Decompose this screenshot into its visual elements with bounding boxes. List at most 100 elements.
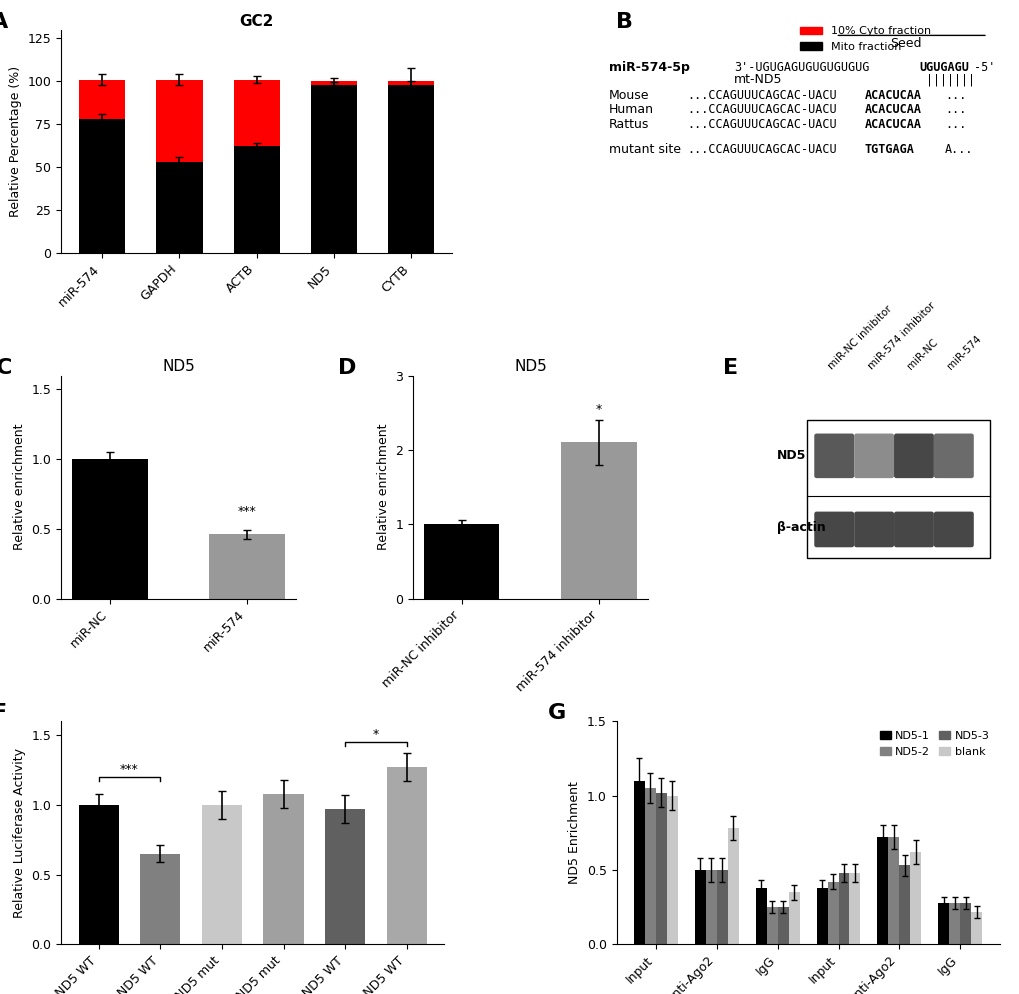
Text: B: B bbox=[615, 12, 633, 32]
Title: ND5: ND5 bbox=[514, 360, 546, 375]
Bar bbox=[888, 837, 899, 944]
Bar bbox=[776, 908, 788, 944]
Text: *: * bbox=[595, 404, 602, 416]
Text: mt-ND5: mt-ND5 bbox=[733, 74, 782, 86]
Y-axis label: Relative Percentage (%): Relative Percentage (%) bbox=[9, 66, 22, 217]
Bar bbox=[716, 870, 727, 944]
Bar bbox=[766, 908, 776, 944]
Text: ***: *** bbox=[120, 762, 139, 775]
Bar bbox=[838, 873, 849, 944]
Text: C: C bbox=[0, 358, 12, 378]
Bar bbox=[560, 442, 637, 598]
Text: UGUGAGU: UGUGAGU bbox=[918, 61, 968, 74]
Bar bbox=[233, 146, 279, 252]
Text: ...: ... bbox=[944, 117, 965, 131]
Title: ND5: ND5 bbox=[162, 360, 195, 375]
Bar bbox=[156, 80, 203, 162]
Bar bbox=[140, 854, 180, 944]
FancyBboxPatch shape bbox=[813, 433, 853, 478]
Text: mutant site: mutant site bbox=[608, 143, 680, 156]
Text: ...: ... bbox=[944, 103, 965, 116]
Y-axis label: Relative Luciferase Activity: Relative Luciferase Activity bbox=[13, 747, 25, 917]
Bar bbox=[311, 84, 357, 252]
Bar bbox=[156, 162, 203, 252]
Bar bbox=[655, 792, 666, 944]
Text: 3'-UGUGAGUGUGUGUGUG: 3'-UGUGAGUGUGUGUGUG bbox=[733, 61, 868, 74]
Bar bbox=[386, 767, 426, 944]
Text: ...CCAGUUUCAGCAC-UACU: ...CCAGUUUCAGCAC-UACU bbox=[686, 143, 836, 156]
Bar bbox=[970, 911, 981, 944]
Text: -5': -5' bbox=[973, 61, 995, 74]
FancyBboxPatch shape bbox=[933, 433, 973, 478]
Text: *: * bbox=[373, 728, 379, 741]
Y-axis label: ND5 Enrichment: ND5 Enrichment bbox=[568, 781, 581, 885]
Text: ACACUCAA: ACACUCAA bbox=[864, 117, 921, 131]
Bar bbox=[634, 780, 644, 944]
Bar bbox=[826, 882, 838, 944]
Bar bbox=[788, 893, 799, 944]
Bar bbox=[209, 535, 285, 598]
FancyBboxPatch shape bbox=[853, 512, 894, 548]
Bar bbox=[727, 828, 738, 944]
Text: ***: *** bbox=[237, 505, 257, 518]
Text: ...CCAGUUUCAGCAC-UACU: ...CCAGUUUCAGCAC-UACU bbox=[686, 117, 836, 131]
FancyBboxPatch shape bbox=[813, 512, 853, 548]
Text: ND5: ND5 bbox=[776, 449, 805, 462]
Bar bbox=[806, 420, 989, 559]
Bar bbox=[816, 888, 826, 944]
Bar bbox=[876, 837, 888, 944]
Bar bbox=[325, 809, 365, 944]
Title: GC2: GC2 bbox=[239, 14, 274, 29]
Bar bbox=[263, 794, 304, 944]
Bar bbox=[910, 852, 920, 944]
Text: miR-574: miR-574 bbox=[945, 333, 982, 371]
Text: ...CCAGUUUCAGCAC-UACU: ...CCAGUUUCAGCAC-UACU bbox=[686, 103, 836, 116]
Bar bbox=[423, 524, 499, 598]
Bar bbox=[311, 82, 357, 84]
Text: β-actin: β-actin bbox=[776, 521, 824, 534]
Text: miR-574 inhibitor: miR-574 inhibitor bbox=[865, 300, 936, 371]
Text: miR-NC inhibitor: miR-NC inhibitor bbox=[825, 303, 893, 371]
Text: |: | bbox=[967, 74, 974, 86]
Bar bbox=[949, 903, 959, 944]
Text: A: A bbox=[0, 12, 8, 32]
Bar bbox=[705, 870, 716, 944]
Text: miR-NC: miR-NC bbox=[905, 337, 940, 371]
Text: TGTGAGA: TGTGAGA bbox=[864, 143, 914, 156]
Text: ...: ... bbox=[944, 89, 965, 102]
FancyBboxPatch shape bbox=[933, 512, 973, 548]
Bar bbox=[233, 80, 279, 146]
FancyBboxPatch shape bbox=[894, 512, 933, 548]
Text: ...CCAGUUUCAGCAC-UACU: ...CCAGUUUCAGCAC-UACU bbox=[686, 89, 836, 102]
Text: |: | bbox=[960, 74, 967, 86]
Bar bbox=[937, 903, 949, 944]
FancyBboxPatch shape bbox=[894, 433, 933, 478]
Bar bbox=[387, 82, 434, 84]
Bar bbox=[666, 795, 678, 944]
Text: ACACUCAA: ACACUCAA bbox=[864, 103, 921, 116]
Bar bbox=[202, 805, 242, 944]
Text: Rattus: Rattus bbox=[608, 117, 648, 131]
Text: |: | bbox=[954, 74, 961, 86]
Text: |: | bbox=[932, 74, 940, 86]
Text: E: E bbox=[722, 358, 737, 378]
Bar bbox=[387, 84, 434, 252]
Bar bbox=[78, 119, 125, 252]
FancyBboxPatch shape bbox=[853, 433, 894, 478]
Text: Seed: Seed bbox=[890, 37, 920, 50]
Text: |: | bbox=[947, 74, 954, 86]
Bar bbox=[959, 903, 970, 944]
Text: ACACUCAA: ACACUCAA bbox=[864, 89, 921, 102]
Bar bbox=[755, 888, 766, 944]
Legend: 10% Cyto fraction, Mito fraction: 10% Cyto fraction, Mito fraction bbox=[795, 22, 934, 57]
Text: miR-574-5p: miR-574-5p bbox=[608, 61, 689, 74]
Text: A...: A... bbox=[944, 143, 972, 156]
Y-axis label: Relative enrichment: Relative enrichment bbox=[376, 423, 389, 551]
Bar bbox=[78, 805, 118, 944]
Text: F: F bbox=[0, 704, 7, 724]
Bar bbox=[694, 870, 705, 944]
Text: D: D bbox=[337, 358, 356, 378]
Bar bbox=[899, 866, 910, 944]
Text: Human: Human bbox=[608, 103, 653, 116]
Text: |: | bbox=[925, 74, 932, 86]
